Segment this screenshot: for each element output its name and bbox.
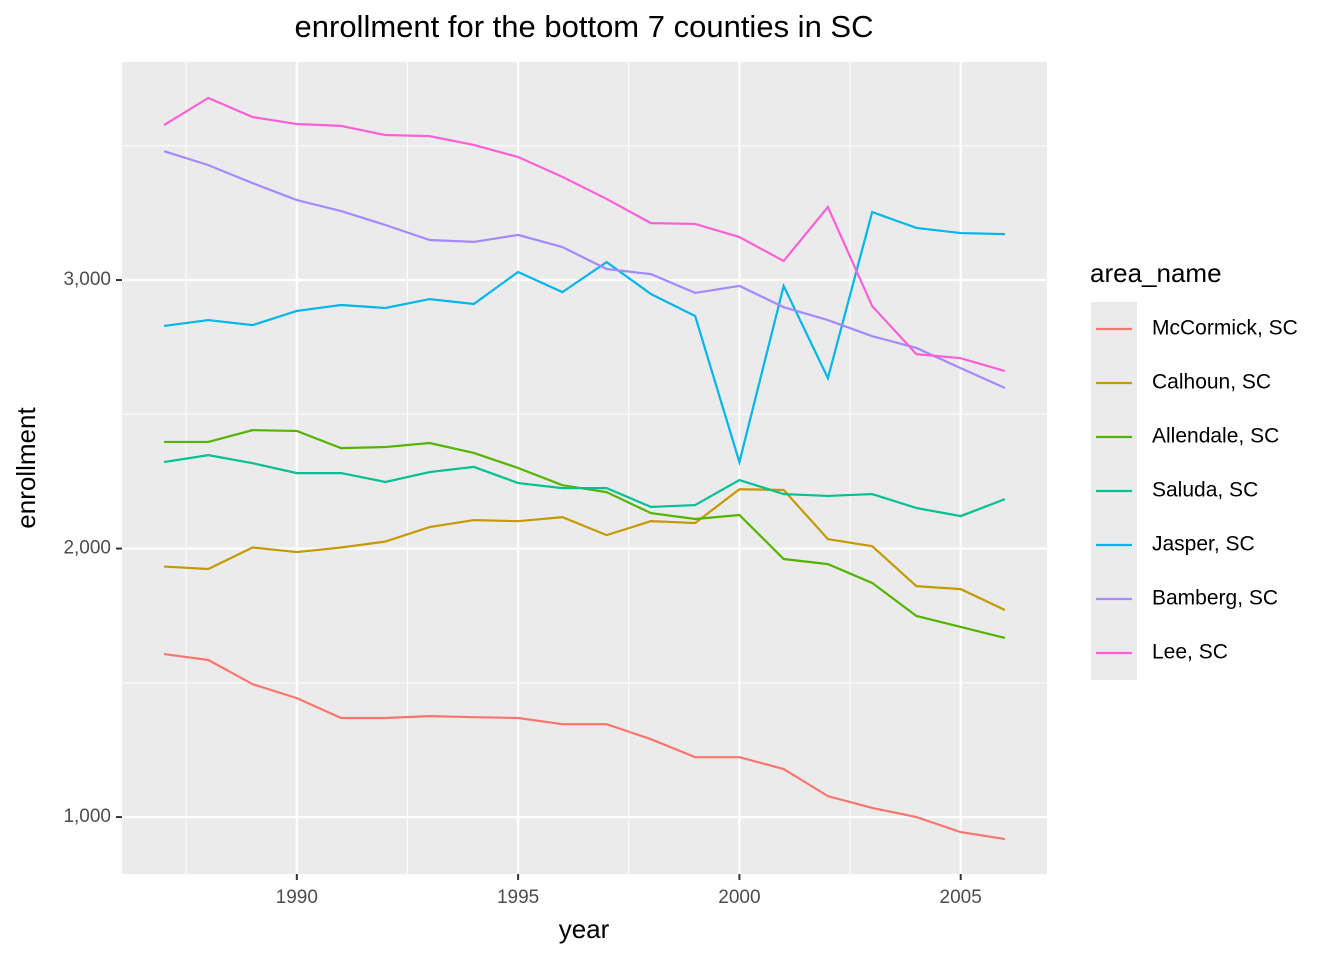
series-line <box>163 488 1006 612</box>
lines <box>163 96 1006 841</box>
legend: McCormick, SC Calhoun, SC Allendale, SC Sal… <box>1091 302 1298 680</box>
legend-title: area_name <box>1090 258 1222 288</box>
x-axis-label: year <box>559 914 610 944</box>
x-tick-label: 1995 <box>497 887 539 908</box>
y-tick-label: 1,000 <box>63 806 111 827</box>
series-line <box>163 652 1006 841</box>
series-line <box>163 453 1006 518</box>
legend-label: Jasper, SC <box>1152 533 1255 556</box>
legend-label: Lee, SC <box>1152 641 1228 664</box>
legend-label: Calhoun, SC <box>1152 371 1271 394</box>
chart-title: enrollment for the bottom 7 counties in … <box>295 9 874 44</box>
x-tick-label: 2005 <box>940 887 982 908</box>
legend-label: McCormick, SC <box>1152 317 1298 340</box>
y-axis-label: enrollment <box>11 407 41 529</box>
series-line <box>163 150 1006 389</box>
grid <box>122 62 1047 874</box>
legend-label: Bamberg, SC <box>1152 587 1278 610</box>
legend-label: Allendale, SC <box>1152 425 1279 448</box>
panel <box>122 62 1047 874</box>
y-tick-label: 2,000 <box>63 538 111 559</box>
series-line <box>163 96 1006 373</box>
x-tick-label: 2000 <box>718 887 760 908</box>
legend-label: Saluda, SC <box>1152 479 1258 502</box>
x-tick-label: 1990 <box>276 887 318 908</box>
y-tick-label: 3,000 <box>63 269 111 290</box>
series-line <box>163 210 1005 467</box>
